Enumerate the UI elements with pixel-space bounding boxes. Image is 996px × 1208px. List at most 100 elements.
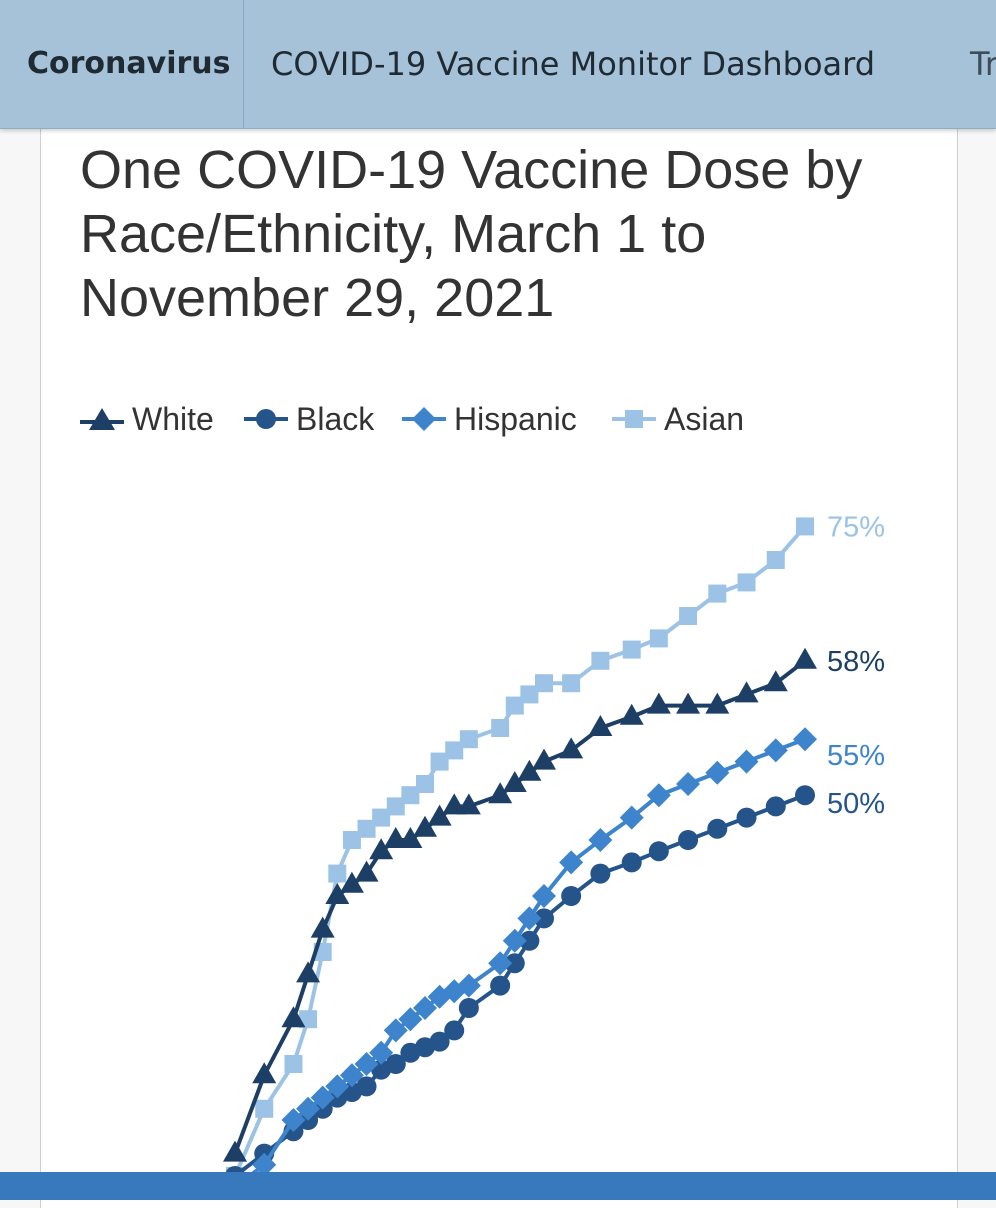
data-point-hispanic-23 xyxy=(676,772,701,796)
data-point-black-21 xyxy=(621,852,642,873)
data-point-asian-17 xyxy=(520,685,539,704)
data-point-black-22 xyxy=(648,841,669,862)
data-point-white-4 xyxy=(310,916,335,938)
bottom-bar xyxy=(0,1172,996,1200)
data-point-white-3 xyxy=(296,961,321,983)
data-point-hispanic-9 xyxy=(383,1018,408,1043)
data-point-hispanic-5 xyxy=(325,1074,350,1099)
chart-end-labels: 58% 55% 50% 75% xyxy=(827,511,885,820)
data-point-hispanic-25 xyxy=(734,749,759,774)
data-point-hispanic-26 xyxy=(763,738,788,763)
legend-triangle-marker xyxy=(80,408,124,430)
data-point-asian-26 xyxy=(766,551,785,569)
data-point-hispanic-27 xyxy=(793,727,817,752)
data-point-white-8 xyxy=(369,838,394,860)
end-label-hispanic: 55% xyxy=(827,740,885,772)
end-label-black: 50% xyxy=(827,788,885,820)
data-point-hispanic-16 xyxy=(502,928,527,953)
data-point-hispanic-22 xyxy=(646,783,671,808)
data-point-white-12 xyxy=(427,804,452,826)
end-label-white: 58% xyxy=(827,646,885,678)
data-point-asian-8 xyxy=(372,808,391,827)
data-point-hispanic-11 xyxy=(413,996,437,1020)
data-point-white-10 xyxy=(398,827,423,848)
data-point-black-17 xyxy=(519,930,540,951)
data-point-asian-14 xyxy=(459,730,478,749)
data-point-white-17 xyxy=(517,759,542,781)
data-point-white-19 xyxy=(559,737,584,759)
data-point-hispanic-4 xyxy=(310,1085,335,1110)
nav-divider xyxy=(243,0,244,128)
data-point-hispanic-14 xyxy=(456,973,481,998)
data-point-black-12 xyxy=(429,1031,450,1052)
data-point-hispanic-7 xyxy=(354,1052,379,1076)
data-point-asian-18 xyxy=(535,674,554,693)
data-point-asian-9 xyxy=(386,797,405,816)
data-point-white-24 xyxy=(705,692,730,714)
data-point-hispanic-20 xyxy=(588,828,613,852)
end-label-asian: 75% xyxy=(827,511,885,543)
data-point-white-23 xyxy=(676,692,701,714)
legend-item-white: White xyxy=(78,396,214,442)
data-point-asian-16 xyxy=(505,696,524,715)
data-point-white-11 xyxy=(413,815,437,837)
data-point-white-22 xyxy=(646,692,671,714)
chart-plot-area: 58% 55% 50% 75% xyxy=(223,511,885,1172)
data-point-asian-25 xyxy=(737,573,756,592)
data-point-hispanic-3 xyxy=(296,1096,321,1121)
data-point-asian-13 xyxy=(445,741,464,760)
legend-label-hispanic: Hispanic xyxy=(454,400,577,437)
data-point-asian-24 xyxy=(708,584,727,603)
data-point-hispanic-8 xyxy=(369,1040,394,1065)
data-point-white-16 xyxy=(502,771,527,792)
series-white xyxy=(223,647,817,1162)
legend-item-black: Black xyxy=(242,396,374,442)
series-line-asian xyxy=(234,525,807,1172)
data-point-white-26 xyxy=(763,670,788,692)
legend-label-asian: Asian xyxy=(664,400,745,437)
data-point-hispanic-21 xyxy=(619,805,644,830)
nav-tab-vaccine-monitor[interactable]: COVID-19 Vaccine Monitor Dashboard xyxy=(271,45,876,83)
data-point-asian-23 xyxy=(679,607,698,625)
data-point-white-14 xyxy=(456,793,481,815)
data-point-white-21 xyxy=(619,703,644,725)
nav-tab-coronavirus[interactable]: Coronavirus xyxy=(27,46,231,81)
data-point-black-23 xyxy=(678,830,699,850)
data-point-black-14 xyxy=(458,998,479,1018)
legend-diamond-marker xyxy=(402,407,446,431)
data-point-black-13 xyxy=(444,1020,465,1041)
data-point-black-24 xyxy=(707,818,728,839)
data-point-black-16 xyxy=(504,953,525,974)
data-point-white-25 xyxy=(734,681,759,703)
data-point-white-27 xyxy=(793,647,817,669)
data-point-black-26 xyxy=(765,796,786,817)
data-point-black-20 xyxy=(590,863,611,884)
data-point-asian-21 xyxy=(622,640,641,659)
data-point-black-7 xyxy=(356,1076,377,1097)
data-point-hispanic-6 xyxy=(339,1063,364,1088)
data-point-asian-11 xyxy=(416,775,434,793)
data-point-white-6 xyxy=(339,871,364,893)
chart-title: One COVID-19 Vaccine Dose by Race/Ethnic… xyxy=(80,140,863,328)
data-point-black-25 xyxy=(736,807,757,828)
data-point-white-7 xyxy=(354,860,379,882)
data-point-asian-22 xyxy=(649,629,668,648)
data-point-black-27 xyxy=(795,785,815,806)
legend-label-black: Black xyxy=(296,400,375,437)
data-point-hispanic-19 xyxy=(559,850,584,875)
data-point-hispanic-17 xyxy=(517,906,542,931)
data-point-hispanic-18 xyxy=(532,884,557,908)
data-point-white-0 xyxy=(223,1140,247,1162)
data-point-white-2 xyxy=(281,1006,306,1028)
data-point-black-19 xyxy=(561,886,582,906)
top-nav: Coronavirus COVID-19 Vaccine Monitor Das… xyxy=(0,0,996,129)
nav-tab-truncated[interactable]: Tr xyxy=(970,45,996,83)
chart-series-layer xyxy=(223,517,817,1172)
series-line-white xyxy=(233,659,807,1155)
data-point-asian-20 xyxy=(591,651,610,670)
data-point-hispanic-24 xyxy=(705,760,730,785)
legend-square-marker xyxy=(612,410,656,428)
data-point-white-1 xyxy=(252,1062,277,1084)
data-point-asian-5 xyxy=(328,864,347,883)
data-point-asian-6 xyxy=(342,831,361,849)
